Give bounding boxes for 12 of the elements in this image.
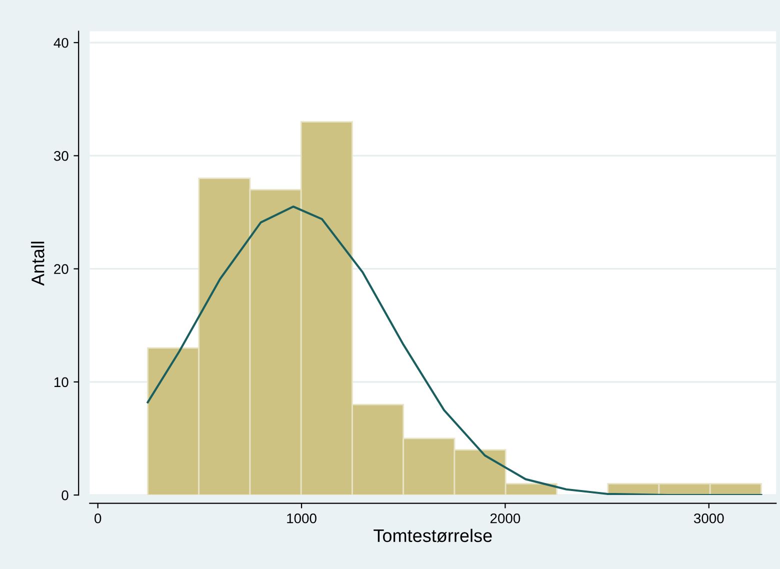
y-axis-title: Antall — [31, 242, 44, 286]
x-tick-label: 1000 — [287, 513, 316, 524]
x-tick-label: 3000 — [694, 513, 724, 524]
x-tick-label: 2000 — [490, 513, 520, 524]
y-tick-label: 0 — [62, 490, 68, 500]
line-series — [146, 206, 762, 496]
y-tick-label: 30 — [54, 151, 68, 161]
y-tick-label: 20 — [54, 264, 68, 274]
x-tick-label: 0 — [94, 513, 102, 524]
x-axis-title: Tomtestørrelse — [374, 528, 492, 542]
y-tick-label: 40 — [54, 38, 68, 48]
y-tick-label: 10 — [54, 377, 68, 388]
